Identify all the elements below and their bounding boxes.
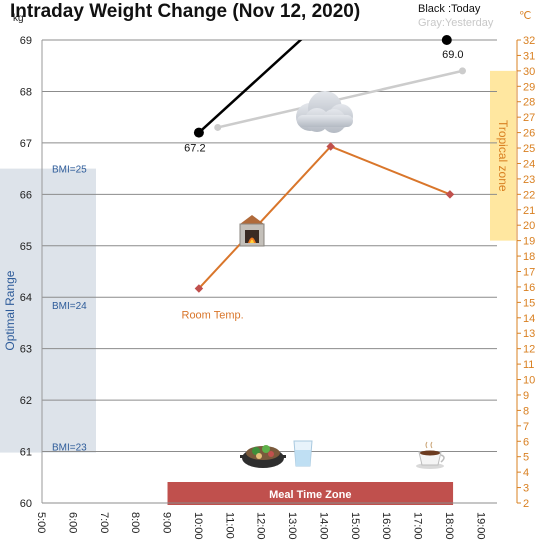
yesterday-line	[217, 69, 463, 129]
x-tick-label: 13:00	[286, 512, 298, 540]
x-tick-label: 6:00	[66, 512, 78, 533]
x-tick-label: 7:00	[98, 512, 110, 533]
y-right-tick-label: 26	[523, 128, 535, 140]
optimal-range-band	[0, 168, 96, 453]
y-right-tick-label: 7	[523, 421, 529, 433]
left-axis-unit: kg	[13, 13, 24, 24]
y-right-tick-label: 30	[523, 66, 535, 78]
y-right-tick-label: 5	[523, 452, 529, 464]
today-line	[198, 40, 303, 134]
y-right-tick-label: 29	[523, 81, 535, 93]
legend-yesterday: Gray:Yesterday	[418, 17, 494, 29]
y-right-tick-label: 22	[523, 189, 535, 201]
room-temp-point	[326, 142, 335, 151]
y-right-tick-label: 18	[523, 251, 535, 263]
y-left-tick-label: 69	[20, 35, 32, 47]
x-tick-label: 14:00	[317, 512, 329, 540]
y-right-tick-label: 6	[523, 436, 529, 448]
water-glass-icon	[293, 440, 313, 467]
y-right-tick-label: 31	[523, 50, 535, 62]
today-point	[193, 127, 204, 138]
y-right-tick-label: 14	[523, 313, 535, 325]
hotpot-icon	[240, 445, 286, 468]
y-right-tick-label: 25	[523, 143, 535, 155]
today-start-label: 67.2	[184, 143, 205, 155]
x-tick-label: 12:00	[255, 512, 267, 540]
y-right-tick-label: 3	[523, 483, 529, 495]
y-right-tick-label: 21	[523, 205, 535, 217]
y-right-tick-label: 17	[523, 267, 535, 279]
right-axis-unit: ℃	[519, 10, 532, 22]
tropical-zone-label: Tropical zone	[496, 120, 510, 192]
x-tick-label: 15:00	[349, 512, 361, 540]
y-right-tick-label: 2	[523, 498, 529, 510]
bmi-label: BMI=23	[52, 442, 87, 453]
y-left-tick-label: 63	[20, 344, 32, 356]
cloud-icon	[296, 91, 353, 133]
optimal-range-label: Optimal Range	[3, 270, 17, 350]
y-right-tick-label: 8	[523, 405, 529, 417]
room-temp-label: Room Temp.	[182, 310, 244, 322]
x-tick-label: 9:00	[161, 512, 173, 533]
meal-time-zone-band	[167, 482, 454, 505]
y-left-tick-label: 67	[20, 138, 32, 150]
meal-time-zone-label: Meal Time Zone	[269, 489, 351, 501]
x-tick-label: 8:00	[129, 512, 141, 533]
y-right-tick-label: 12	[523, 344, 535, 356]
y-right-tick-label: 15	[523, 297, 535, 309]
legend-today: Black :Today	[418, 3, 481, 15]
x-tick-label: 16:00	[380, 512, 392, 540]
y-right-tick-label: 10	[523, 375, 535, 387]
y-right-tick-label: 19	[523, 236, 535, 248]
coffee-cup-icon	[416, 441, 445, 469]
fireplace-icon	[239, 215, 265, 247]
chart-title: Intraday Weight Change (Nov 12, 2020)	[10, 1, 361, 22]
y-right-tick-label: 27	[523, 112, 535, 124]
y-right-tick-label: 28	[523, 97, 535, 109]
y-left-tick-label: 61	[20, 447, 32, 459]
room-temp-point	[445, 190, 455, 199]
yesterday-point	[214, 123, 222, 131]
y-right-tick-label: 24	[523, 158, 535, 170]
y-right-tick-label: 23	[523, 174, 535, 186]
y-right-tick-label: 9	[523, 390, 529, 402]
y-right-tick-label: 11	[523, 359, 534, 371]
x-tick-label: 5:00	[35, 512, 47, 533]
today-end-label: 69.0	[442, 49, 463, 61]
y-left-tick-label: 66	[20, 189, 32, 201]
bmi-label: BMI=24	[52, 301, 87, 312]
tropical-zone-band	[490, 70, 516, 241]
x-tick-label: 10:00	[192, 512, 204, 540]
today-point	[441, 35, 452, 45]
room-temp-line	[198, 145, 451, 290]
y-right-tick-label: 20	[523, 220, 535, 232]
y-left-tick-label: 62	[20, 395, 32, 407]
y-right-tick-label: 13	[523, 328, 535, 340]
x-tick-label: 11:00	[223, 512, 235, 539]
y-right-tick-label: 4	[523, 467, 529, 479]
x-tick-label: 19:00	[474, 512, 486, 540]
y-left-tick-label: 65	[20, 241, 32, 253]
x-tick-label: 17:00	[412, 512, 424, 540]
bmi-label: BMI=25	[52, 165, 87, 176]
room-temp-point	[194, 284, 204, 293]
yesterday-point	[458, 67, 466, 75]
y-right-tick-label: 32	[523, 35, 535, 47]
y-left-tick-label: 68	[20, 86, 32, 98]
y-left-tick-label: 60	[20, 498, 32, 510]
x-tick-label: 18:00	[443, 512, 455, 540]
y-right-tick-label: 16	[523, 282, 535, 294]
y-left-tick-label: 64	[20, 292, 32, 304]
